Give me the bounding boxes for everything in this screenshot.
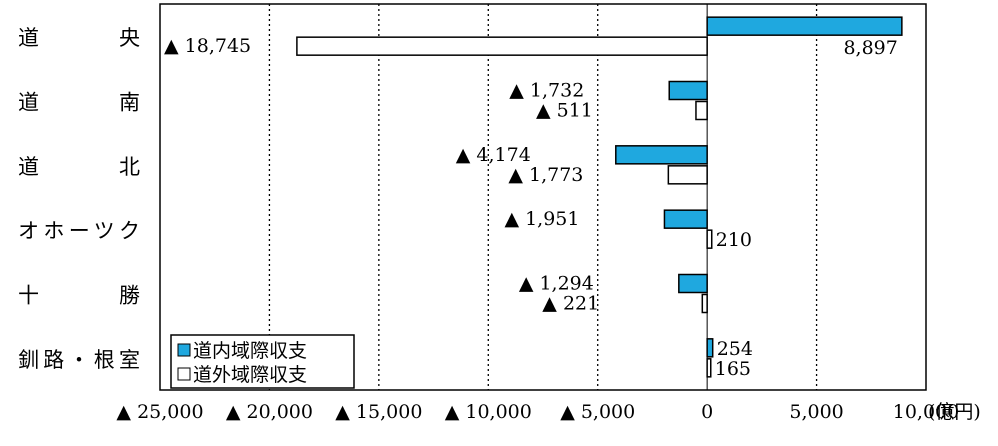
legend-label-domestic: 道内域際収支 xyxy=(193,340,307,362)
bar-external xyxy=(667,165,708,185)
data-label: 8,897 xyxy=(843,37,897,59)
x-tick-label: ▲ 10,000 xyxy=(445,401,532,423)
x-tick-label: ▲ 15,000 xyxy=(335,401,422,423)
x-tick-label: ▲ 20,000 xyxy=(226,401,313,423)
bar-external xyxy=(695,100,708,121)
category-label: 釧路・根室 xyxy=(18,348,140,372)
bar-external xyxy=(706,358,712,378)
legend-box xyxy=(170,334,355,389)
bar-external xyxy=(701,293,708,314)
bar-domestic xyxy=(668,80,708,101)
category-label: 道 南 xyxy=(18,91,140,115)
legend-label-external: 道外域際収支 xyxy=(193,364,307,386)
data-label: ▲ 1,951 xyxy=(504,208,579,230)
bar-domestic xyxy=(678,273,708,294)
bar-domestic xyxy=(663,209,708,229)
unit-label: (億円) xyxy=(928,401,981,423)
plot-frame xyxy=(159,3,927,391)
category-label: オホーツク xyxy=(18,219,140,243)
data-label: ▲ 1,732 xyxy=(509,80,584,102)
x-tick-label: 10,000 xyxy=(893,401,959,423)
bar-domestic xyxy=(706,338,714,358)
data-label: 165 xyxy=(715,358,751,380)
x-tick-label: ▲ 25,000 xyxy=(116,401,203,423)
data-label: ▲ 18,745 xyxy=(164,35,251,57)
category-label: 道 央 xyxy=(18,26,140,50)
bar-domestic xyxy=(706,16,903,36)
data-label: ▲ 221 xyxy=(542,293,599,315)
data-label: ▲ 511 xyxy=(536,100,593,122)
bar-external xyxy=(706,229,713,249)
bar-domestic xyxy=(615,145,708,165)
data-label: ▲ 4,174 xyxy=(456,144,531,166)
category-label: 道 北 xyxy=(18,155,140,179)
legend-swatch-external xyxy=(177,367,191,381)
x-tick-label: ▲ 5,000 xyxy=(560,401,635,423)
category-label: 十 勝 xyxy=(18,284,140,308)
legend: 道内域際収支 道外域際収支 xyxy=(170,334,355,389)
data-label: ▲ 1,294 xyxy=(519,273,594,295)
legend-swatch-domestic xyxy=(177,343,191,357)
x-tick-label: 5,000 xyxy=(789,401,843,423)
data-label: 254 xyxy=(717,338,753,360)
data-label: ▲ 1,773 xyxy=(508,164,583,186)
data-label: 210 xyxy=(716,229,752,251)
bar-external xyxy=(296,36,708,56)
x-tick-label: 0 xyxy=(701,401,713,423)
